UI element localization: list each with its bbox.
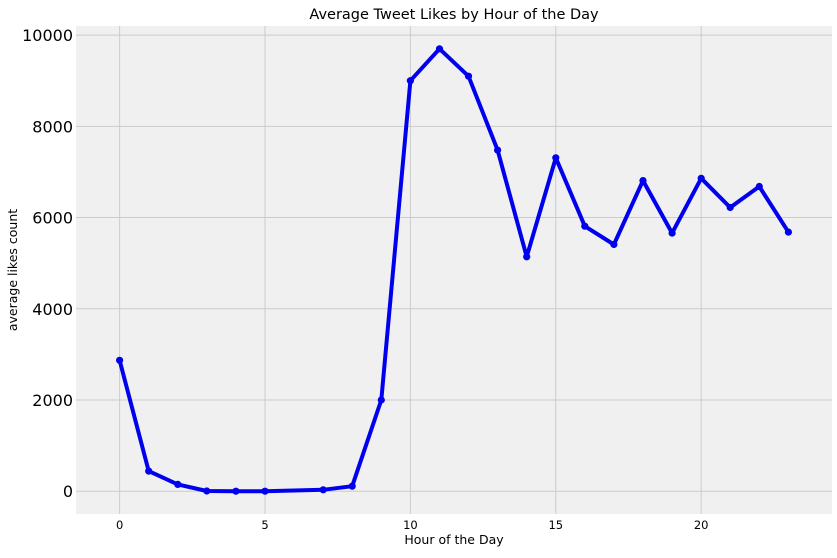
y-axis-label: average likes count: [5, 209, 20, 331]
y-tick-label: 6000: [32, 209, 73, 228]
x-tick-label: 5: [261, 518, 268, 532]
data-point: [203, 487, 211, 495]
y-tick-label: 2000: [32, 391, 73, 410]
data-point: [174, 480, 182, 488]
x-tick-label: 10: [403, 518, 418, 532]
y-tick-label: 8000: [32, 117, 73, 136]
data-point: [639, 177, 647, 185]
x-tick-label: 0: [116, 518, 123, 532]
data-point: [464, 72, 473, 80]
x-axis-label: Hour of the Day: [404, 532, 504, 547]
data-point: [435, 45, 444, 53]
chart-title: Average Tweet Likes by Hour of the Day: [309, 7, 599, 23]
plot-area: [76, 26, 832, 514]
data-point: [494, 146, 502, 154]
data-point: [755, 182, 763, 191]
x-tick-label: 15: [548, 518, 563, 532]
data-point: [697, 174, 705, 182]
data-point: [610, 240, 618, 249]
data-point: [726, 203, 734, 212]
series: [116, 45, 793, 495]
data-point: [552, 154, 560, 162]
data-point: [581, 222, 589, 230]
axes: 0 5 10 15 20 0 2000 4000 6000 8000 10000: [22, 26, 708, 532]
data-point: [668, 229, 676, 237]
data-point: [784, 228, 793, 236]
y-tick-label: 10000: [22, 26, 73, 45]
data-point: [232, 487, 240, 495]
data-point: [348, 482, 356, 490]
y-tick-label: 0: [63, 482, 73, 501]
x-tick-label: 20: [694, 518, 709, 532]
data-point: [523, 253, 531, 261]
data-point: [261, 487, 269, 495]
data-point: [116, 356, 124, 364]
data-point: [406, 77, 414, 85]
data-point: [319, 486, 327, 494]
data-point: [145, 467, 153, 475]
y-tick-label: 4000: [32, 300, 73, 319]
data-point: [377, 396, 385, 404]
